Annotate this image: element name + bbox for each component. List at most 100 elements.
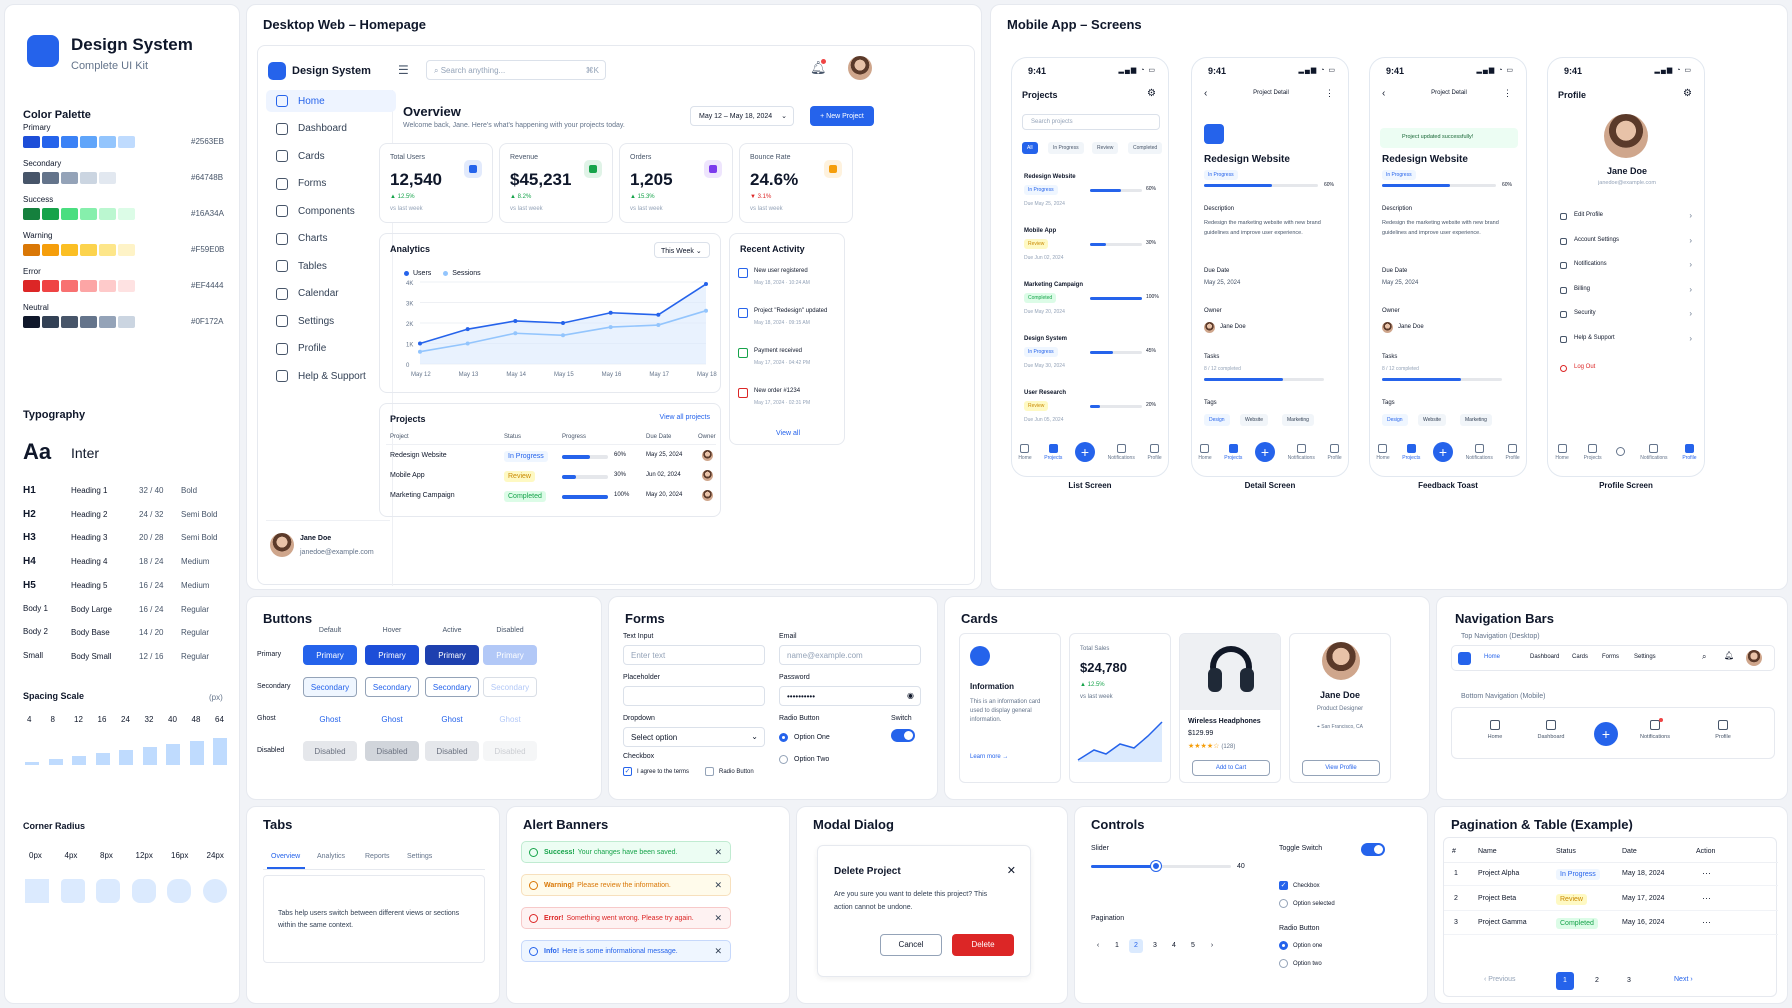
- profile-menu-security[interactable]: Security ›: [1558, 309, 1696, 324]
- modal-delete-button[interactable]: Delete: [952, 934, 1014, 956]
- password-field[interactable]: •••••••••• ◉: [779, 686, 921, 706]
- secondary-button-hover[interactable]: Secondary: [365, 677, 419, 697]
- profile-menu-account-settings[interactable]: Account Settings ›: [1558, 236, 1696, 251]
- control-checkbox[interactable]: ✓ Checkbox: [1279, 881, 1320, 890]
- disabled-button-active[interactable]: Disabled: [425, 741, 479, 761]
- logout-button[interactable]: Log Out: [1558, 364, 1696, 378]
- tab-home[interactable]: Home: [1018, 443, 1032, 461]
- tab-projects[interactable]: Projects: [1224, 443, 1242, 461]
- secondary-button-active[interactable]: Secondary: [425, 677, 479, 697]
- page-2[interactable]: 2: [1129, 939, 1143, 953]
- email-field[interactable]: name@example.com: [779, 645, 921, 665]
- topnav-item-home[interactable]: Home: [1484, 654, 1501, 660]
- activity-view-all-link[interactable]: View all: [776, 430, 800, 437]
- primary-button-active[interactable]: Primary: [425, 645, 479, 665]
- row-action-more-icon[interactable]: ···: [1702, 917, 1711, 927]
- tab-profile[interactable]: Profile: [1505, 443, 1520, 461]
- sidebar-item-calendar[interactable]: Calendar: [266, 283, 396, 305]
- control-radio-two[interactable]: Option two: [1279, 959, 1322, 968]
- learn-more-link[interactable]: Learn more →: [970, 754, 1009, 760]
- bottom-nav-item-dashboard[interactable]: Dashboard: [1526, 720, 1576, 740]
- tab-profile[interactable]: Profile: [1682, 443, 1697, 461]
- ghost-button-disabled[interactable]: Ghost: [499, 714, 521, 724]
- disabled-button-disabled[interactable]: Disabled: [483, 741, 537, 761]
- date-range-select[interactable]: May 12 – May 18, 2024 ⌄: [690, 106, 794, 126]
- tab-notifications[interactable]: Notifications: [1466, 443, 1493, 461]
- topnav-bell-icon[interactable]: 🔔︎: [1724, 651, 1735, 660]
- sidebar-item-settings[interactable]: Settings: [266, 310, 396, 332]
- disabled-button-default[interactable]: Disabled: [303, 741, 357, 761]
- alert-close-icon[interactable]: ✕: [714, 913, 722, 923]
- checkbox-agree[interactable]: ✓ I agree to the terms: [623, 767, 690, 776]
- tab-notifications[interactable]: Notifications: [1640, 443, 1668, 461]
- page-0[interactable]: ‹: [1096, 942, 1100, 949]
- page-6[interactable]: ›: [1210, 942, 1214, 949]
- tab-projects[interactable]: Projects: [1402, 443, 1420, 461]
- ghost-button-active[interactable]: Ghost: [441, 714, 463, 724]
- ghost-button-hover[interactable]: Ghost: [381, 714, 403, 724]
- row-action-more-icon[interactable]: ···: [1702, 892, 1711, 903]
- sidebar-item-profile[interactable]: Profile: [266, 338, 396, 360]
- menu-icon[interactable]: ☰: [398, 63, 409, 77]
- sidebar-item-charts[interactable]: Charts: [266, 228, 396, 250]
- primary-button-hover[interactable]: Primary: [365, 645, 419, 665]
- slider-thumb[interactable]: [1151, 861, 1161, 871]
- radio-option-two[interactable]: Option Two: [779, 755, 829, 764]
- secondary-button-disabled[interactable]: Secondary: [483, 677, 537, 697]
- tab-home[interactable]: Home: [1198, 443, 1212, 461]
- new-project-button[interactable]: + New Project: [810, 106, 874, 126]
- filter-chip-review[interactable]: Review: [1092, 142, 1119, 154]
- tab-home[interactable]: Home: [1376, 443, 1390, 461]
- tab-settings[interactable]: Settings: [407, 853, 433, 860]
- row-action-more-icon[interactable]: ···: [1702, 868, 1711, 878]
- tab-profile[interactable]: Profile: [1147, 443, 1162, 461]
- table-page-3[interactable]: 3: [1627, 977, 1631, 984]
- primary-button-default[interactable]: Primary: [303, 645, 357, 665]
- sidebar-item-forms[interactable]: Forms: [266, 173, 396, 195]
- eye-icon[interactable]: ◉: [907, 691, 914, 700]
- tab-projects[interactable]: Projects: [1584, 443, 1602, 461]
- projects-view-all-link[interactable]: View all projects: [659, 414, 710, 421]
- sidebar-item-cards[interactable]: Cards: [266, 145, 396, 167]
- switch-toggle[interactable]: [891, 729, 915, 742]
- bottom-nav-item-notifications[interactable]: Notifications: [1630, 720, 1680, 740]
- alert-close-icon[interactable]: ✕: [714, 880, 722, 890]
- table-page-1[interactable]: 1: [1556, 972, 1574, 990]
- fab-add-button[interactable]: +: [1254, 442, 1275, 462]
- profile-menu-notifications[interactable]: Notifications ›: [1558, 260, 1696, 275]
- sidebar-user-card[interactable]: Jane Doe janedoe@example.com: [266, 520, 390, 568]
- analytics-filter-select[interactable]: This Week ⌄: [654, 242, 710, 258]
- tab-profile[interactable]: Profile: [1327, 443, 1342, 461]
- tab-notifications[interactable]: Notifications: [1108, 443, 1135, 461]
- tab-notifications[interactable]: Notifications: [1288, 443, 1315, 461]
- filter-chip-completed[interactable]: Completed: [1128, 142, 1163, 154]
- disabled-button-hover[interactable]: Disabled: [365, 741, 419, 761]
- project-search-input[interactable]: Search projects: [1022, 114, 1160, 130]
- back-icon[interactable]: ‹: [1382, 88, 1386, 99]
- tab-reports[interactable]: Reports: [365, 853, 390, 860]
- user-avatar[interactable]: [848, 56, 872, 80]
- table-next-button[interactable]: Next ›: [1674, 976, 1693, 983]
- profile-menu-edit-profile[interactable]: Edit Profile ›: [1558, 211, 1696, 226]
- back-icon[interactable]: ‹: [1204, 88, 1208, 99]
- table-row[interactable]: [1444, 891, 1778, 911]
- profile-menu-help-support[interactable]: Help & Support ›: [1558, 334, 1696, 349]
- settings-icon[interactable]: ⚙: [1147, 88, 1156, 99]
- topnav-search-icon[interactable]: ⌕: [1702, 652, 1707, 661]
- placeholder-input[interactable]: [623, 686, 765, 706]
- fab-add-button[interactable]: +: [1432, 442, 1453, 462]
- bottom-nav-item-profile[interactable]: Profile: [1698, 720, 1748, 740]
- tab-overview[interactable]: Overview: [271, 853, 301, 860]
- page-1[interactable]: 1: [1115, 942, 1119, 949]
- checkbox-radio[interactable]: Radio Button: [705, 767, 754, 776]
- tab-search[interactable]: [1616, 446, 1626, 458]
- toggle-switch[interactable]: [1361, 843, 1385, 856]
- topnav-item-forms[interactable]: Forms: [1602, 654, 1619, 660]
- text-input[interactable]: Enter text: [623, 645, 765, 665]
- radio-option-one[interactable]: Option One: [779, 733, 830, 742]
- topnav-item-settings[interactable]: Settings: [1634, 654, 1656, 660]
- modal-close-icon[interactable]: ✕: [1006, 865, 1016, 877]
- control-radio-one[interactable]: Option one: [1279, 941, 1322, 950]
- ghost-button-default[interactable]: Ghost: [319, 714, 341, 724]
- table-row[interactable]: [1444, 915, 1778, 935]
